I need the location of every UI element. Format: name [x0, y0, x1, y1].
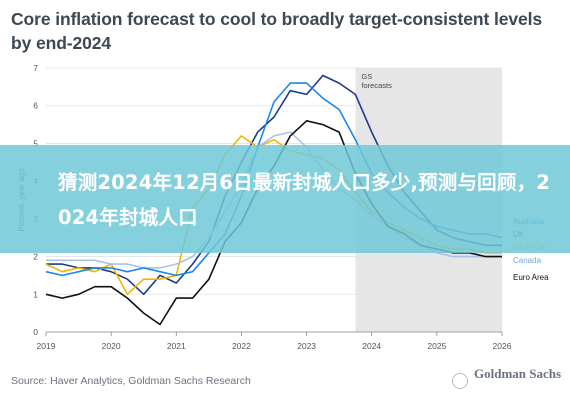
chart-title: Core inflation forecast to cool to broad… — [11, 9, 543, 53]
x-tick-label: 2021 — [167, 341, 186, 351]
x-tick-label: 2020 — [102, 341, 121, 351]
y-tick-label: 7 — [33, 63, 38, 73]
x-tick-label: 2026 — [493, 341, 512, 351]
legend-label-canada: Canada — [513, 256, 542, 265]
banner-text: 猜测2024年12月6日最新封城人口多少,预测与回顾，2024年封城人口 — [58, 171, 551, 229]
y-tick-label: 0 — [33, 327, 38, 337]
x-tick-label: 2022 — [232, 341, 251, 351]
x-tick-label: 2024 — [362, 341, 381, 351]
legend-label-euro-area: Euro Area — [513, 273, 549, 282]
globe-icon — [452, 373, 468, 389]
goldman-sachs-logo: Goldman Sachs — [452, 366, 564, 396]
overlay-banner: 猜测2024年12月6日最新封城人口多少,预测与回顾，2024年封城人口 — [0, 145, 570, 253]
forecast-label-line: forecasts — [361, 81, 392, 90]
x-tick-label: 2025 — [427, 341, 446, 351]
x-tick-label: 2023 — [297, 341, 316, 351]
y-tick-label: 5 — [33, 138, 38, 148]
y-tick-label: 1 — [33, 289, 38, 299]
forecast-label: GS forecasts — [361, 72, 392, 90]
y-tick-label: 6 — [33, 101, 38, 111]
y-tick-label: 2 — [33, 252, 38, 262]
source-note: Source: Haver Analytics, Goldman Sachs R… — [11, 375, 251, 387]
x-tick-label: 2019 — [37, 341, 56, 351]
logo-text: Goldman Sachs — [474, 366, 562, 381]
forecast-label-line: GS — [361, 72, 372, 81]
